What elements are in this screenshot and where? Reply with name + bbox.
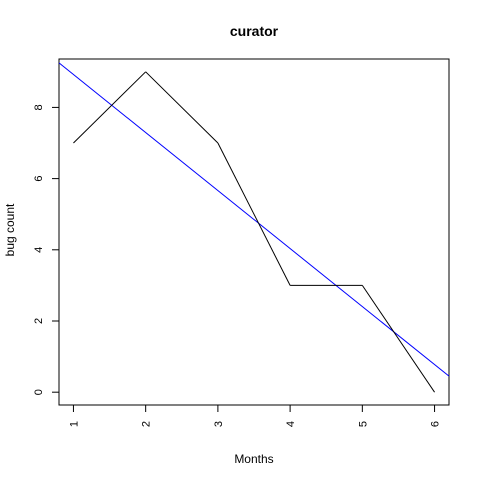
trend-line-group <box>58 62 450 377</box>
x-tick-label: 5 <box>357 421 369 427</box>
series-line-segment <box>73 71 147 144</box>
y-tick-label: 6 <box>33 176 45 182</box>
plot-frame <box>58 58 450 406</box>
y-tick-label: 8 <box>33 104 45 110</box>
y-tick-label: 2 <box>33 318 45 324</box>
y-axis-label: bug count <box>3 203 17 256</box>
x-tick-label: 4 <box>285 421 297 427</box>
series-line-segment <box>217 142 291 286</box>
series-line-segment <box>361 285 435 393</box>
y-tick-label: 0 <box>33 389 45 395</box>
x-axis-label: Months <box>234 452 273 466</box>
chart-title: curator <box>230 23 279 39</box>
y-tick-label: 4 <box>33 247 45 253</box>
series-group <box>73 71 435 393</box>
x-tick-label: 3 <box>213 421 225 427</box>
x-tick-label: 1 <box>68 421 80 427</box>
x-tick-label: 2 <box>141 421 153 427</box>
axis-ticks: 1 2 3 4 5 6 0 2 4 6 8 <box>33 104 442 427</box>
x-tick-label: 6 <box>430 421 442 427</box>
series-line-segment <box>145 71 219 144</box>
trend-line <box>58 62 450 377</box>
